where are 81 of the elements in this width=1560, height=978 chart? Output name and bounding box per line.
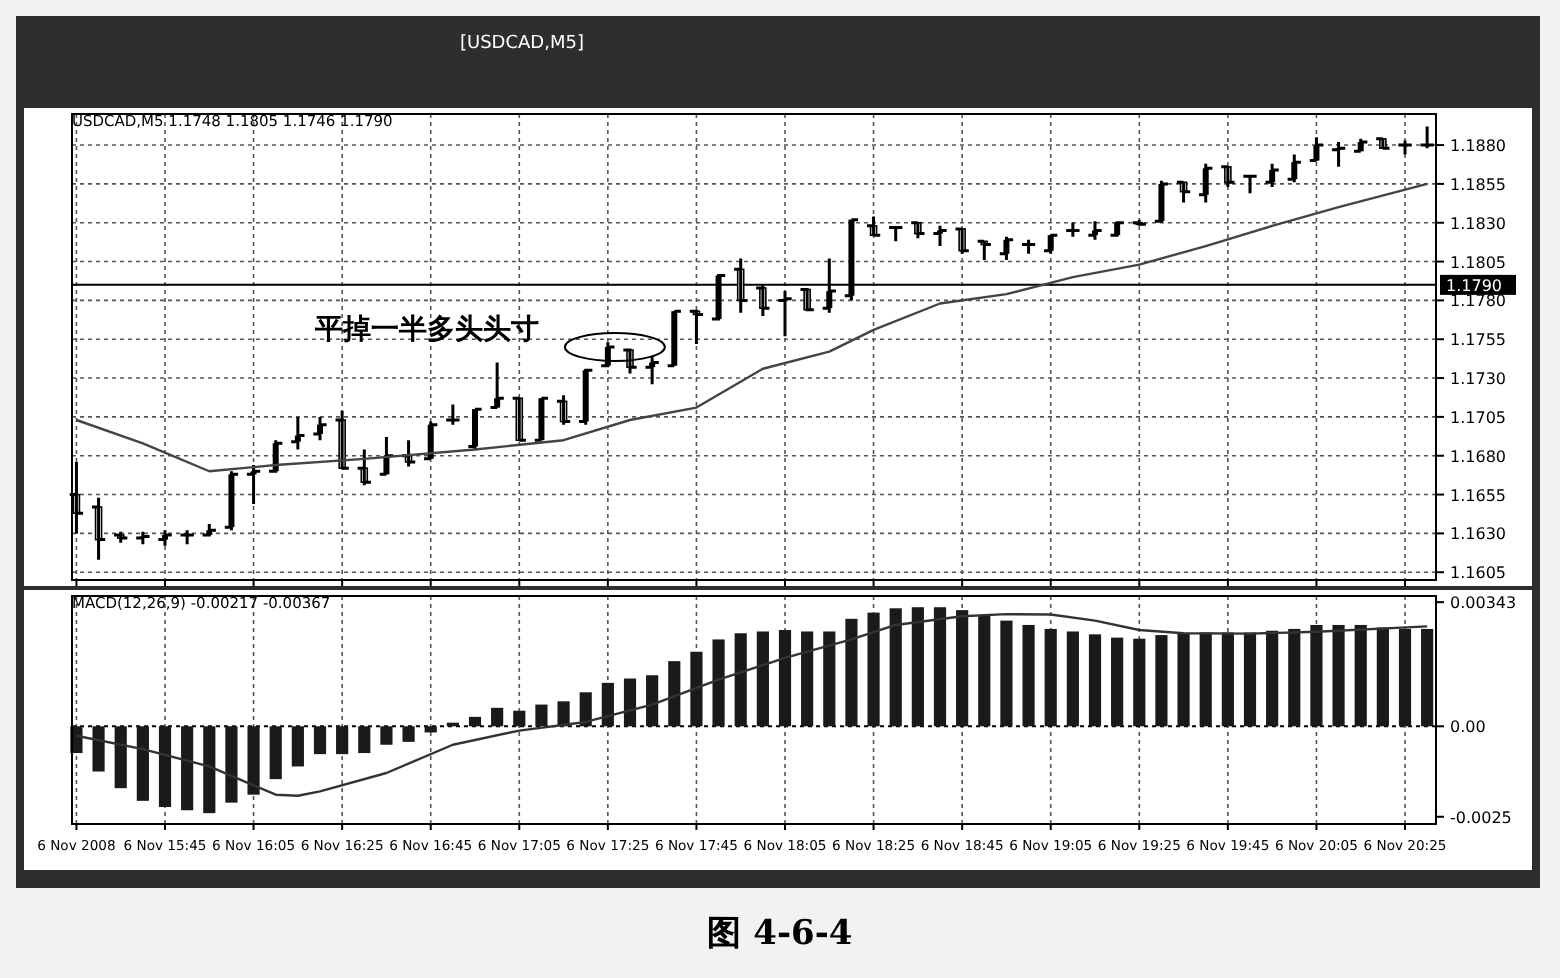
bar bbox=[1088, 634, 1102, 727]
bar bbox=[247, 726, 260, 795]
bar bbox=[579, 692, 592, 727]
bar bbox=[181, 726, 194, 811]
bar bbox=[823, 631, 836, 727]
bar bbox=[358, 726, 371, 754]
bar bbox=[1022, 624, 1035, 727]
bar bbox=[1332, 624, 1345, 727]
y-tick-label: 0.00 bbox=[1450, 718, 1486, 737]
bar bbox=[734, 633, 747, 727]
y-tick-label: 1.1730 bbox=[1450, 370, 1506, 389]
bar bbox=[203, 726, 216, 814]
bar bbox=[557, 701, 570, 727]
bar bbox=[313, 726, 327, 755]
y-tick-label: 1.1655 bbox=[1450, 486, 1506, 505]
y-tick-label: 1.1705 bbox=[1450, 408, 1506, 427]
bar bbox=[1000, 620, 1013, 727]
bar bbox=[712, 639, 725, 727]
caption: 图 4-6-4 bbox=[707, 914, 853, 954]
y-tick-label: 1.1830 bbox=[1450, 214, 1506, 233]
bar bbox=[1066, 631, 1079, 727]
y-tick-label: 1.1880 bbox=[1450, 137, 1506, 156]
bar bbox=[978, 615, 991, 727]
y-tick-label: 1.1780 bbox=[1450, 292, 1506, 311]
bar bbox=[1266, 630, 1279, 727]
y-tick-label: 0.00343 bbox=[1450, 594, 1517, 613]
bar bbox=[1376, 627, 1389, 727]
bar bbox=[646, 675, 659, 727]
bar bbox=[92, 726, 105, 772]
bar bbox=[114, 726, 127, 789]
bar bbox=[1354, 624, 1367, 727]
bar bbox=[136, 726, 149, 801]
bar bbox=[1177, 633, 1190, 727]
bar bbox=[158, 726, 172, 807]
bar bbox=[291, 726, 304, 767]
bar bbox=[1044, 628, 1057, 727]
bar bbox=[225, 726, 238, 803]
bar bbox=[424, 726, 437, 733]
bar bbox=[1199, 632, 1212, 727]
y-tick-label: -0.0025 bbox=[1450, 808, 1512, 827]
bar bbox=[801, 631, 814, 727]
bar bbox=[601, 682, 614, 727]
y-tick-label: 1.1630 bbox=[1450, 525, 1506, 544]
bar bbox=[778, 630, 792, 727]
bar bbox=[956, 610, 969, 727]
bar bbox=[756, 631, 769, 727]
bar bbox=[1133, 638, 1146, 727]
line-series bbox=[75, 612, 1429, 797]
bar bbox=[535, 704, 548, 727]
bar bbox=[336, 726, 349, 755]
chart-title: [USDCAD,M5] bbox=[460, 34, 584, 54]
bar bbox=[845, 618, 858, 727]
y-tick-label: 1.1680 bbox=[1450, 447, 1506, 466]
bar bbox=[1288, 628, 1301, 727]
bar bbox=[1243, 632, 1257, 727]
y-tick-label: 1.1755 bbox=[1450, 331, 1506, 350]
bar bbox=[1111, 637, 1124, 727]
line-series bbox=[75, 182, 1429, 473]
y-tick-label: 1.1805 bbox=[1450, 253, 1506, 272]
bar bbox=[380, 726, 393, 745]
bar bbox=[690, 651, 703, 727]
ref-line-label: 1.1790 bbox=[1446, 276, 1502, 295]
bar bbox=[491, 707, 504, 727]
bar bbox=[889, 608, 902, 727]
bar bbox=[933, 607, 947, 727]
bar bbox=[668, 661, 681, 727]
bar bbox=[911, 607, 924, 727]
y-tick-label: 1.1605 bbox=[1450, 564, 1506, 583]
bar bbox=[513, 710, 526, 727]
bar bbox=[269, 726, 282, 780]
bar bbox=[402, 726, 415, 742]
annotation: 平掉一半多头头寸 bbox=[312, 313, 539, 346]
bar bbox=[468, 716, 482, 727]
bar bbox=[1155, 635, 1168, 727]
bar bbox=[867, 612, 880, 727]
bar bbox=[1310, 624, 1323, 727]
bar bbox=[1221, 632, 1234, 727]
bar bbox=[1421, 628, 1434, 727]
bar bbox=[623, 678, 637, 727]
y-tick-label: 1.1855 bbox=[1450, 175, 1506, 194]
bar bbox=[1398, 628, 1412, 727]
